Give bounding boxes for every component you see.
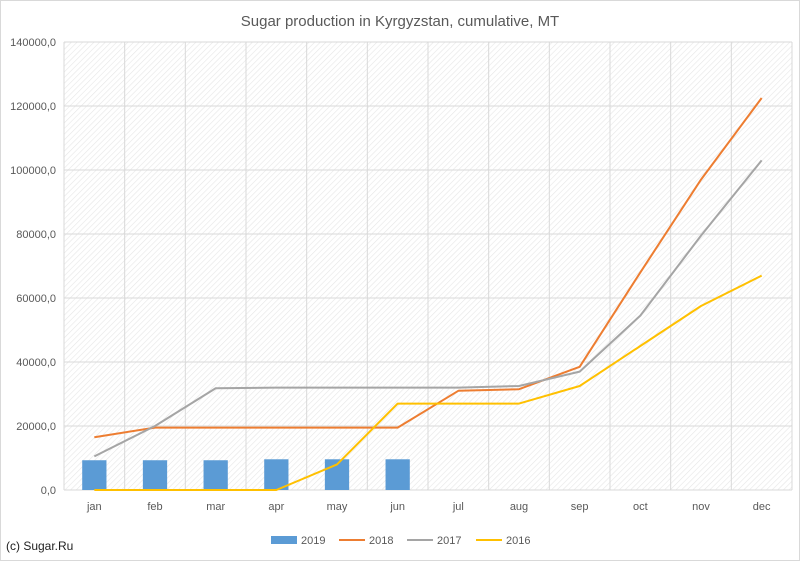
legend-label: 2016 bbox=[506, 535, 530, 547]
bar-2019 bbox=[385, 459, 410, 490]
legend-label: 2019 bbox=[301, 535, 325, 547]
y-axis: 0,0 20000,0 40000,0 60000,0 80000,0 100000,0 1… bbox=[10, 37, 56, 497]
x-tick-label: nov bbox=[692, 501, 710, 513]
y-tick-label: 80000,0 bbox=[16, 229, 56, 241]
x-tick-label: apr bbox=[268, 501, 284, 513]
x-tick-label: oct bbox=[633, 501, 648, 513]
y-tick-label: 140000,0 bbox=[10, 37, 56, 49]
bar-2019 bbox=[82, 460, 107, 490]
bar-series bbox=[82, 459, 410, 490]
y-tick-label: 100000,0 bbox=[10, 165, 56, 177]
x-tick-label: sep bbox=[571, 501, 589, 513]
chart-title: Sugar production in Kyrgyzstan, cumulati… bbox=[241, 13, 559, 30]
x-tick-label: jan bbox=[86, 501, 102, 513]
y-tick-label: 40000,0 bbox=[16, 357, 56, 369]
legend-label: 2017 bbox=[437, 535, 461, 547]
bar-2019 bbox=[142, 460, 168, 490]
x-tick-label: may bbox=[327, 501, 348, 513]
gridlines bbox=[63, 41, 793, 491]
y-tick-label: 60000,0 bbox=[16, 293, 56, 305]
x-axis: jan feb mar apr may jun jul aug sep oct nov dec bbox=[86, 501, 771, 513]
x-tick-label: aug bbox=[510, 501, 528, 513]
y-tick-label: 20000,0 bbox=[16, 421, 56, 433]
y-tick-label: 120000,0 bbox=[10, 101, 56, 113]
x-tick-label: jul bbox=[452, 501, 464, 513]
line-series bbox=[93, 97, 763, 491]
x-tick-label: mar bbox=[206, 501, 225, 513]
x-tick-label: jun bbox=[389, 501, 405, 513]
source-credit: (c) Sugar.Ru bbox=[6, 539, 73, 553]
legend-label: 2018 bbox=[369, 535, 393, 547]
bar-2019 bbox=[264, 459, 289, 490]
line-2018 bbox=[94, 97, 763, 439]
y-tick-label: 0,0 bbox=[41, 485, 56, 497]
legend: 2019 2018 2017 2016 bbox=[271, 535, 530, 547]
bar-2019 bbox=[203, 460, 228, 490]
line-2016 bbox=[94, 274, 763, 491]
legend-swatch-2019 bbox=[271, 536, 297, 544]
x-tick-label: feb bbox=[147, 501, 162, 513]
line-2017 bbox=[93, 159, 763, 458]
x-tick-label: dec bbox=[753, 501, 771, 513]
